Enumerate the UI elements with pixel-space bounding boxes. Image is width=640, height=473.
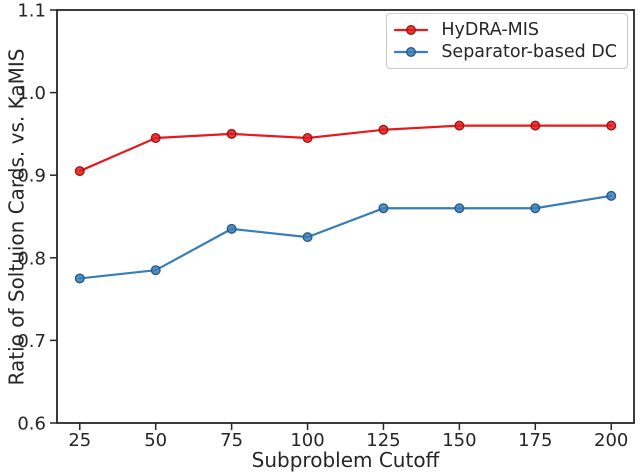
y-tick-label: 0.6 (17, 414, 46, 435)
data-point-marker (74, 273, 85, 284)
data-point-marker (150, 265, 161, 276)
data-point-marker (302, 133, 313, 144)
data-point-marker (530, 120, 541, 131)
data-point-marker (378, 124, 389, 135)
y-tick-label: 1.1 (17, 1, 46, 22)
data-point-marker (302, 232, 313, 243)
y-axis-label-container: Ratio of Soltuion Cards. vs. KaMIS (0, 10, 32, 423)
y-tick-label: 0.9 (17, 166, 46, 187)
data-point-marker (530, 203, 541, 214)
legend-sample-shape (406, 46, 417, 58)
x-tick-label: 125 (366, 430, 400, 451)
x-tick-label: 175 (518, 430, 552, 451)
data-point-marker (454, 120, 465, 131)
data-point-marker (226, 128, 237, 139)
data-point-marker (74, 166, 85, 177)
data-point-marker (378, 203, 389, 214)
x-axis-label: Subproblem Cutoff (251, 448, 440, 472)
series-line-1 (78, 194, 613, 280)
x-tick-label: 50 (144, 430, 167, 451)
axes-frame (56, 9, 635, 424)
y-axis-label: Ratio of Soltuion Cards. vs. KaMIS (4, 48, 28, 385)
legend-line-marker-icon (394, 46, 429, 58)
x-tick-label: 75 (220, 430, 243, 451)
legend-sample-shape (406, 24, 417, 36)
data-point-marker (606, 190, 617, 201)
x-tick-label: 150 (442, 430, 476, 451)
x-tick-label: 100 (290, 430, 324, 451)
legend-label: HyDRA-MIS (441, 20, 540, 40)
legend-line-marker-icon (394, 24, 429, 36)
series-line-0 (78, 124, 613, 173)
legend-item-hydra-mis: HyDRA-MIS (394, 19, 617, 41)
x-tick-label: 25 (68, 430, 91, 451)
y-tick-label: 0.7 (17, 331, 46, 352)
legend: HyDRA-MIS Separator-based DC (386, 13, 628, 69)
y-tick-label: 0.8 (17, 248, 46, 269)
data-point-marker (454, 203, 465, 214)
data-point-marker (150, 133, 161, 144)
data-point-marker (606, 120, 617, 131)
y-tick-label: 1.0 (17, 83, 46, 104)
legend-item-separator-based-dc: Separator-based DC (394, 41, 617, 63)
x-tick-label: 200 (594, 430, 628, 451)
legend-label: Separator-based DC (441, 42, 617, 62)
data-point-marker (226, 223, 237, 234)
